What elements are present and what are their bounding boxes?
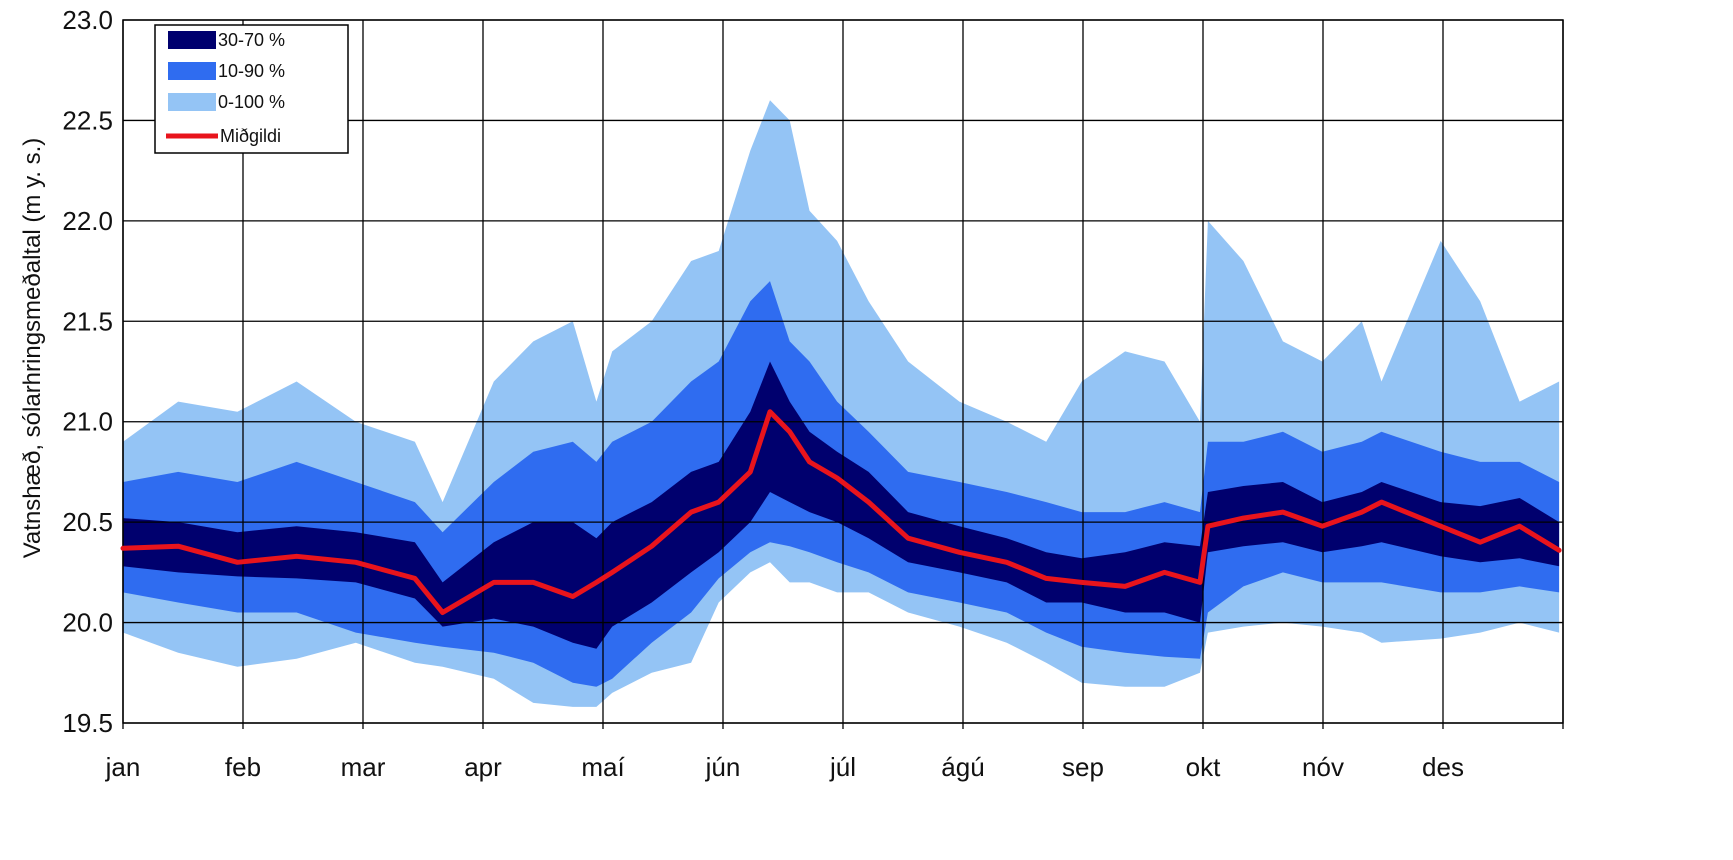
y-tick-label: 21.5 (62, 306, 113, 336)
y-tick-label: 20.5 (62, 507, 113, 537)
median-line (120, 409, 1562, 615)
x-tick-label: ágú (941, 752, 984, 782)
x-tick-label: maí (581, 752, 625, 782)
x-tick-label: sep (1062, 752, 1104, 782)
x-tick-label: okt (1186, 752, 1221, 782)
x-tick-label: nóv (1302, 752, 1344, 782)
x-tick-label: apr (464, 752, 502, 782)
legend-swatch-10-90 (168, 62, 216, 80)
y-axis-label: Vatnshæð, sólarhringsmeðaltal (m y. s.) (19, 138, 46, 559)
y-tick-label: 21.0 (62, 407, 113, 437)
plot-frame (122, 19, 1564, 724)
legend-swatch-30-70 (168, 31, 216, 49)
x-tick-label: júl (829, 752, 856, 782)
y-tick-label: 20.0 (62, 608, 113, 638)
x-tick-label: mar (341, 752, 386, 782)
legend-label-30-70: 30-70 % (218, 30, 285, 50)
y-tick-label: 19.5 (62, 708, 113, 738)
x-tick-label: feb (225, 752, 261, 782)
gridlines (122, 19, 1564, 729)
legend-label-0-100: 0-100 % (218, 92, 285, 112)
legend-label-median: Miðgildi (220, 126, 281, 146)
legend-swatch-0-100 (168, 93, 216, 111)
x-axis-ticks: jan feb mar apr maí jún júl ágú sep okt nóv des (105, 752, 1464, 782)
y-tick-label: 22.5 (62, 105, 113, 135)
y-tick-label: 22.0 (62, 206, 113, 236)
y-axis-ticks: 19.5 20.0 20.5 21.0 21.5 22.0 22.5 23.0 (62, 5, 113, 738)
x-tick-label: jan (105, 752, 141, 782)
x-tick-label: des (1422, 752, 1464, 782)
legend: 30-70 % 10-90 % 0-100 % Miðgildi (154, 24, 349, 154)
x-tick-label: jún (705, 752, 741, 782)
y-tick-label: 23.0 (62, 5, 113, 35)
median-layer (120, 409, 1562, 615)
legend-label-10-90: 10-90 % (218, 61, 285, 81)
